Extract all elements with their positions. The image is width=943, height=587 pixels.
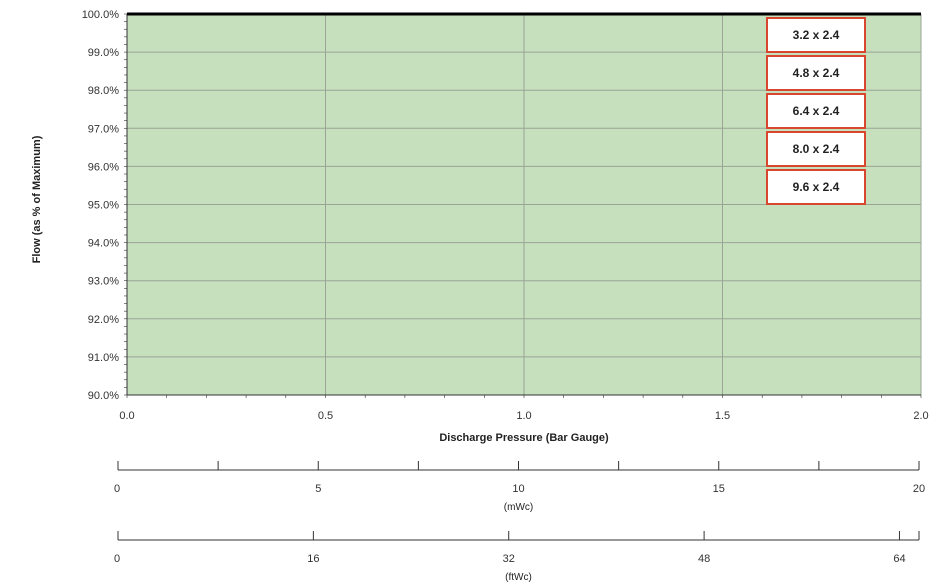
secondary-axis-label: 10 — [512, 483, 524, 495]
legend: 3.2 x 2.4 4.8 x 2.4 6.4 x 2.4 8.0 x 2.4 9.6 … — [766, 17, 866, 205]
legend-item: 8.0 x 2.4 — [766, 131, 866, 167]
y-tick-label: 97.0% — [88, 123, 119, 135]
secondary-axis-label: 64 — [893, 553, 905, 565]
legend-label: 6.4 x 2.4 — [793, 104, 840, 118]
legend-box — [766, 169, 866, 205]
legend-item: 4.8 x 2.4 — [766, 55, 866, 91]
y-tick-label: 93.0% — [88, 276, 119, 288]
secondary-axis: 0 5 10 15 20 (mWc) — [114, 461, 925, 513]
secondary-axis-label: 32 — [503, 553, 515, 565]
legend-item: 3.2 x 2.4 — [766, 17, 866, 53]
legend-label: 9.6 x 2.4 — [793, 180, 840, 194]
secondary-axis-label: 48 — [698, 553, 710, 565]
secondary-axis: 0 16 32 48 64 (ftWc) — [114, 531, 920, 583]
x-axis-minor-ticks — [126, 395, 922, 398]
y-tick-label: 91.0% — [88, 352, 119, 364]
y-tick-label: 98.0% — [88, 85, 119, 97]
secondary-axis-label: 20 — [913, 483, 925, 495]
y-tick-label: 90.0% — [88, 390, 119, 402]
secondary-axis-unit: (mWc) — [504, 502, 533, 513]
legend-box — [766, 55, 866, 91]
x-tick-label: 1.0 — [516, 410, 531, 422]
y-tick-label: 94.0% — [88, 238, 119, 250]
legend-label: 4.8 x 2.4 — [793, 66, 840, 80]
x-tick-label: 2.0 — [913, 410, 928, 422]
secondary-axes: 0 5 10 15 20 (mWc) 0 16 32 48 64 (ftWc) — [114, 461, 925, 583]
x-axis-ticks: 0.0 0.5 1.0 1.5 2.0 — [119, 410, 928, 422]
secondary-axis-label: 5 — [315, 483, 321, 495]
legend-label: 3.2 x 2.4 — [793, 28, 840, 42]
legend-item: 6.4 x 2.4 — [766, 93, 866, 129]
x-axis-label: Discharge Pressure (Bar Gauge) — [439, 432, 609, 444]
secondary-axis-label: 15 — [713, 483, 725, 495]
y-axis-ticks: 90.0% 91.0% 92.0% 93.0% 94.0% 95.0% 96.0% 97.0%… — [82, 9, 120, 402]
y-tick-label: 92.0% — [88, 314, 119, 326]
y-tick-label: 100.0% — [82, 9, 120, 21]
secondary-axis-label: 16 — [307, 553, 319, 565]
legend-box — [766, 17, 866, 53]
y-tick-label: 99.0% — [88, 47, 119, 59]
x-tick-label: 0.0 — [119, 410, 134, 422]
y-axis-minor-ticks — [124, 13, 127, 396]
legend-box — [766, 93, 866, 129]
legend-box — [766, 131, 866, 167]
secondary-axis-label: 0 — [114, 483, 120, 495]
secondary-axis-unit: (ftWc) — [505, 572, 532, 583]
x-tick-label: 0.5 — [318, 410, 333, 422]
legend-label: 8.0 x 2.4 — [793, 142, 840, 156]
legend-item: 9.6 x 2.4 — [766, 169, 866, 205]
y-axis-label: Flow (as % of Maximum) — [31, 135, 43, 263]
secondary-axis-label: 0 — [114, 553, 120, 565]
y-tick-label: 96.0% — [88, 161, 119, 173]
x-tick-label: 1.5 — [715, 410, 730, 422]
y-tick-label: 95.0% — [88, 200, 119, 212]
